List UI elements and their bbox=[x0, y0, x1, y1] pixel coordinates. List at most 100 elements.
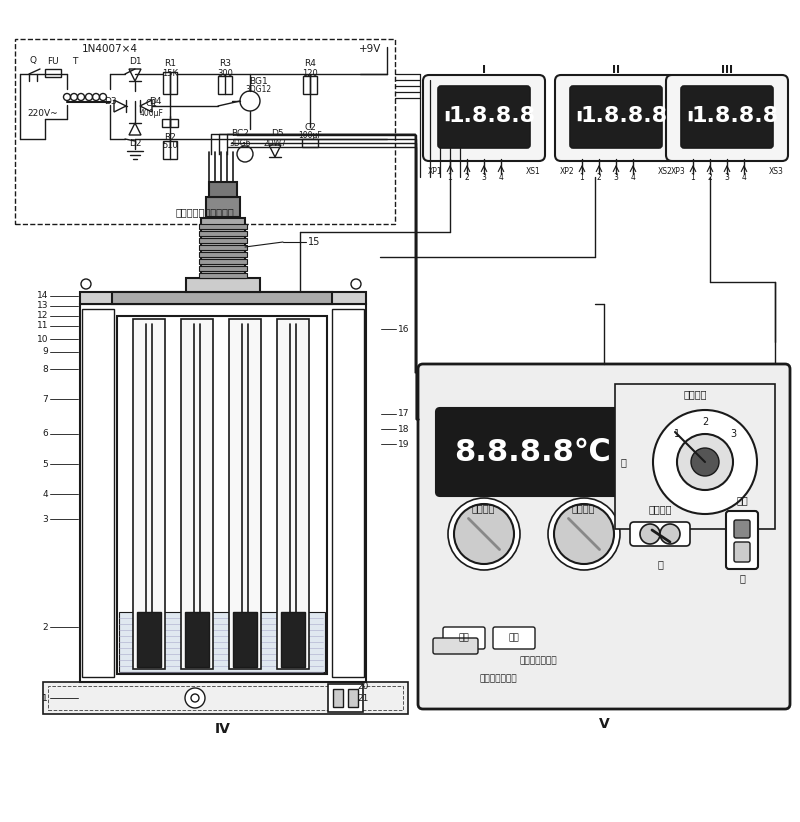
Text: XS1: XS1 bbox=[526, 168, 541, 177]
Text: 3DG6: 3DG6 bbox=[230, 138, 250, 147]
Text: 15K: 15K bbox=[162, 70, 178, 78]
FancyBboxPatch shape bbox=[555, 75, 677, 161]
Bar bbox=[48, 686, 403, 710]
Text: D5: D5 bbox=[270, 130, 283, 138]
Text: 220V~: 220V~ bbox=[28, 109, 58, 118]
Circle shape bbox=[653, 410, 757, 514]
FancyBboxPatch shape bbox=[433, 638, 478, 654]
Bar bbox=[199, 245, 247, 250]
Text: 510: 510 bbox=[162, 141, 178, 150]
Text: 4: 4 bbox=[498, 173, 503, 182]
Text: 13: 13 bbox=[37, 302, 48, 311]
Text: T: T bbox=[72, 57, 78, 66]
Circle shape bbox=[660, 524, 680, 544]
Bar bbox=[185, 612, 209, 667]
Circle shape bbox=[677, 434, 733, 490]
Bar bbox=[163, 141, 177, 159]
Text: 1: 1 bbox=[42, 694, 48, 703]
Bar bbox=[181, 319, 213, 669]
Text: 21: 21 bbox=[358, 694, 369, 703]
Text: FU: FU bbox=[47, 57, 59, 66]
Bar bbox=[45, 69, 61, 77]
Text: +9V: +9V bbox=[359, 44, 381, 54]
FancyBboxPatch shape bbox=[570, 86, 662, 148]
Text: 加热炉电路输出: 加热炉电路输出 bbox=[479, 675, 517, 684]
Text: 3: 3 bbox=[42, 515, 48, 524]
Text: 7: 7 bbox=[42, 395, 48, 404]
Text: 15: 15 bbox=[308, 237, 320, 247]
Bar bbox=[199, 231, 247, 236]
Bar bbox=[328, 684, 363, 712]
FancyBboxPatch shape bbox=[726, 511, 758, 569]
Circle shape bbox=[185, 688, 205, 708]
Text: 2: 2 bbox=[708, 173, 712, 182]
FancyBboxPatch shape bbox=[666, 75, 788, 161]
Text: 3: 3 bbox=[730, 429, 736, 439]
Text: 1: 1 bbox=[690, 173, 695, 182]
Circle shape bbox=[351, 279, 361, 289]
Text: Q: Q bbox=[30, 57, 37, 66]
Text: XP3: XP3 bbox=[671, 168, 686, 177]
Text: 2: 2 bbox=[465, 173, 470, 182]
Bar bbox=[218, 76, 232, 94]
Circle shape bbox=[454, 504, 514, 564]
Text: C2: C2 bbox=[304, 122, 316, 132]
FancyBboxPatch shape bbox=[734, 520, 750, 538]
Bar bbox=[43, 682, 408, 714]
Text: BC2: BC2 bbox=[231, 130, 249, 138]
Text: XS2: XS2 bbox=[658, 168, 673, 177]
Text: II: II bbox=[612, 65, 620, 75]
Bar bbox=[209, 182, 237, 197]
FancyBboxPatch shape bbox=[418, 364, 790, 709]
Bar bbox=[186, 278, 260, 292]
Bar bbox=[199, 224, 247, 229]
Text: 19: 19 bbox=[398, 440, 410, 449]
Text: 300: 300 bbox=[217, 70, 233, 78]
Text: 1.8.8.8: 1.8.8.8 bbox=[691, 106, 778, 126]
Text: I: I bbox=[482, 65, 486, 75]
Text: 14: 14 bbox=[37, 292, 48, 301]
Bar bbox=[333, 689, 343, 707]
FancyBboxPatch shape bbox=[423, 75, 545, 161]
Text: D3: D3 bbox=[104, 96, 116, 105]
Text: 2: 2 bbox=[702, 417, 708, 427]
Text: 信号输入: 信号输入 bbox=[648, 504, 672, 514]
Bar bbox=[199, 238, 247, 243]
Bar bbox=[302, 139, 318, 147]
Text: 1: 1 bbox=[448, 173, 452, 182]
Bar bbox=[206, 197, 240, 217]
Bar bbox=[80, 292, 366, 304]
Text: 16: 16 bbox=[398, 325, 410, 334]
Text: 8: 8 bbox=[42, 364, 48, 373]
Text: 5: 5 bbox=[42, 459, 48, 469]
Circle shape bbox=[81, 279, 91, 289]
Text: 电源: 电源 bbox=[736, 495, 748, 505]
Bar bbox=[82, 309, 114, 677]
Text: 20: 20 bbox=[358, 681, 369, 690]
Text: D4: D4 bbox=[149, 96, 162, 105]
Text: D2: D2 bbox=[129, 139, 142, 148]
Text: D1: D1 bbox=[129, 57, 142, 66]
Text: 1N4007×4: 1N4007×4 bbox=[82, 44, 138, 54]
Bar bbox=[15, 39, 395, 224]
Bar bbox=[162, 119, 178, 127]
Text: 1: 1 bbox=[674, 429, 680, 439]
Bar bbox=[133, 319, 165, 669]
Bar bbox=[233, 612, 257, 667]
Text: ▐: ▐ bbox=[684, 111, 692, 121]
Bar bbox=[199, 273, 247, 278]
FancyBboxPatch shape bbox=[493, 627, 535, 649]
Text: III: III bbox=[721, 65, 733, 75]
Text: 3: 3 bbox=[725, 173, 730, 182]
Circle shape bbox=[448, 498, 520, 570]
Text: C1: C1 bbox=[146, 99, 158, 109]
Bar bbox=[332, 309, 364, 677]
Text: R2: R2 bbox=[164, 132, 176, 141]
Text: 9: 9 bbox=[42, 348, 48, 357]
Text: 加热选择: 加热选择 bbox=[683, 389, 706, 399]
Text: 2: 2 bbox=[597, 173, 602, 182]
Text: XP1: XP1 bbox=[428, 168, 442, 177]
FancyBboxPatch shape bbox=[443, 627, 485, 649]
Text: R1: R1 bbox=[164, 59, 176, 68]
Text: 关: 关 bbox=[657, 559, 663, 569]
